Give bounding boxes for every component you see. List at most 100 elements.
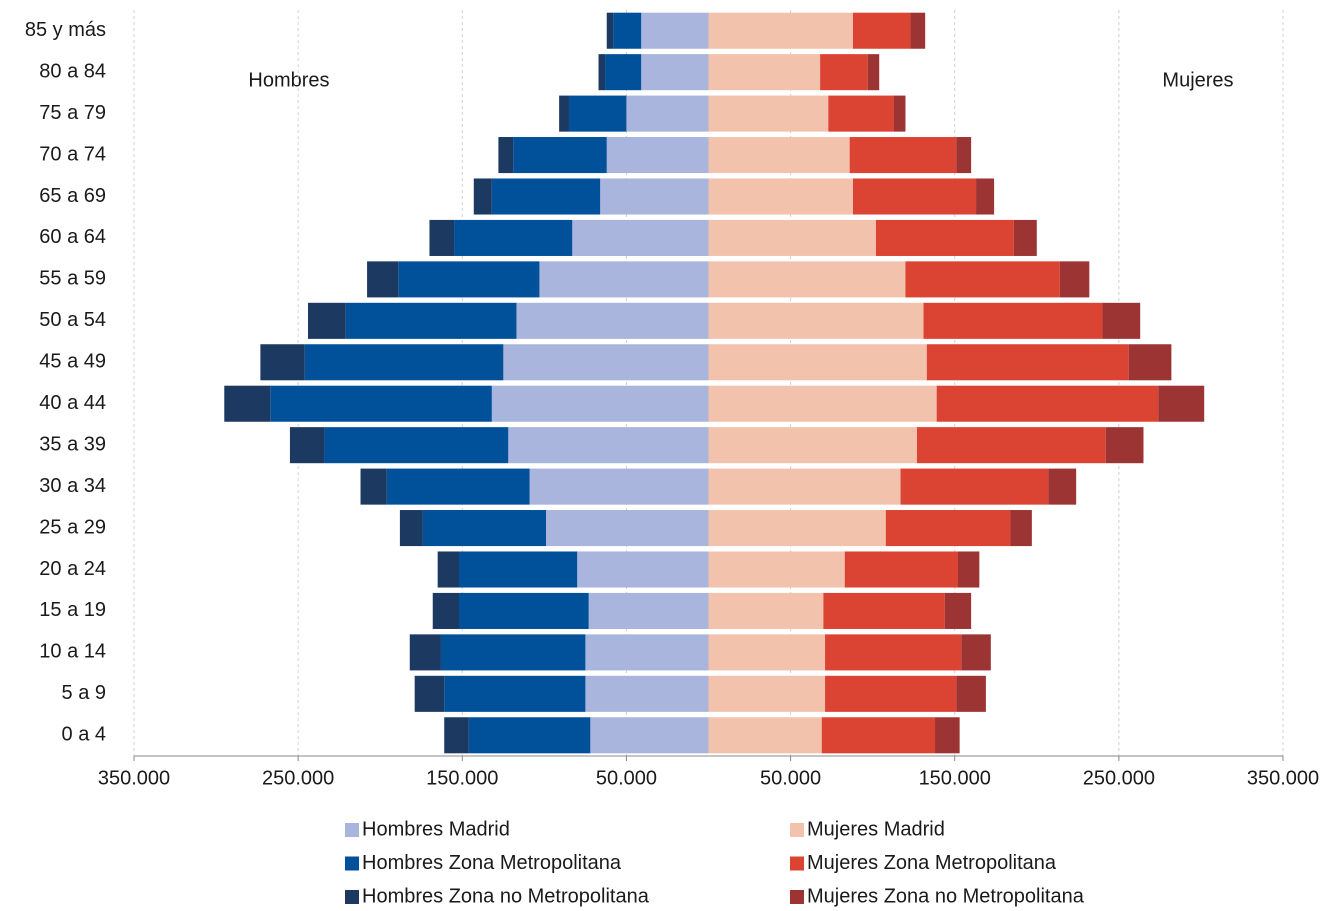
bar [976,178,995,215]
bar [1013,219,1037,256]
bar [598,54,606,91]
bar [572,219,709,256]
bar [893,95,906,132]
bar [539,261,709,298]
legend-swatch [790,890,804,904]
bar [944,592,972,629]
bar [224,385,271,422]
bar [398,261,540,298]
bar [600,178,709,215]
bar [513,137,607,174]
bar [708,717,822,754]
bar [508,427,709,464]
bar [935,717,960,754]
bar [828,95,894,132]
bar [613,12,642,49]
y-tick-label: 5 a 9 [62,682,106,704]
bar [1105,427,1144,464]
legend-swatch [345,890,359,904]
legend-label: Mujeres Madrid [807,818,945,840]
bar [491,178,601,215]
bar [432,592,460,629]
bar [444,675,586,712]
legend-label: Hombres Zona Metropolitana [362,852,622,874]
legend-swatch [345,823,359,837]
bar [568,95,627,132]
legend-label: Hombres Zona no Metropolitana [362,885,650,907]
bar [307,302,346,339]
bar [825,634,962,671]
x-tick-label: 150.000 [919,767,991,789]
y-tick-label: 60 a 64 [39,226,106,248]
x-tick-label: 50.000 [596,767,657,789]
bar [473,178,492,215]
bar [559,95,569,132]
x-tick-label: 250.000 [262,767,334,789]
bar [708,634,826,671]
legend-swatch [790,823,804,837]
bar [708,54,821,91]
bar [437,551,460,588]
bar [289,427,325,464]
bar [1102,302,1141,339]
bar [852,12,911,49]
legend-label: Mujeres Zona no Metropolitana [807,885,1085,907]
bar [454,219,573,256]
bar [708,592,824,629]
bar [852,178,977,215]
bar [606,137,709,174]
bar [1048,468,1077,505]
bar [529,468,709,505]
bar [708,468,901,505]
bar [957,551,980,588]
bar [360,468,387,505]
bar [708,137,850,174]
bar [459,551,578,588]
legend-label: Mujeres Zona Metropolitana [807,852,1057,874]
annotation: Mujeres [1162,69,1233,91]
bar [626,95,709,132]
bar [936,385,1159,422]
bar [459,592,589,629]
bar [844,551,958,588]
annotation: Hombres [248,69,329,91]
bar [923,302,1103,339]
x-tick-label: 150.000 [426,767,498,789]
y-tick-label: 30 a 34 [39,475,106,497]
bar [708,427,917,464]
bar [503,344,709,381]
y-tick-label: 85 y más [25,19,106,41]
y-tick-label: 40 a 44 [39,392,106,414]
bar [820,54,868,91]
legend-swatch [790,856,804,871]
bar [910,12,926,49]
y-tick-label: 65 a 69 [39,185,106,207]
bar [270,385,492,422]
bar [961,634,991,671]
legend-label: Hombres Madrid [362,818,510,840]
x-tick-label: 350.000 [98,767,170,789]
x-tick-label: 250.000 [1083,767,1155,789]
bar [905,261,1060,298]
bar [708,510,886,547]
bar [422,510,546,547]
bar [429,219,455,256]
bar [605,54,642,91]
bar [324,427,509,464]
bar [885,510,1011,547]
y-tick-label: 15 a 19 [39,599,106,621]
bar [1158,385,1205,422]
bar [498,137,514,174]
bar [708,302,924,339]
bar [367,261,399,298]
bar [345,302,517,339]
bar [606,12,614,49]
y-tick-label: 50 a 54 [39,309,106,331]
bar [956,137,972,174]
bar [468,717,591,754]
bar [867,54,880,91]
bar [641,12,709,49]
bar [1128,344,1172,381]
y-tick-label: 20 a 24 [39,558,106,580]
